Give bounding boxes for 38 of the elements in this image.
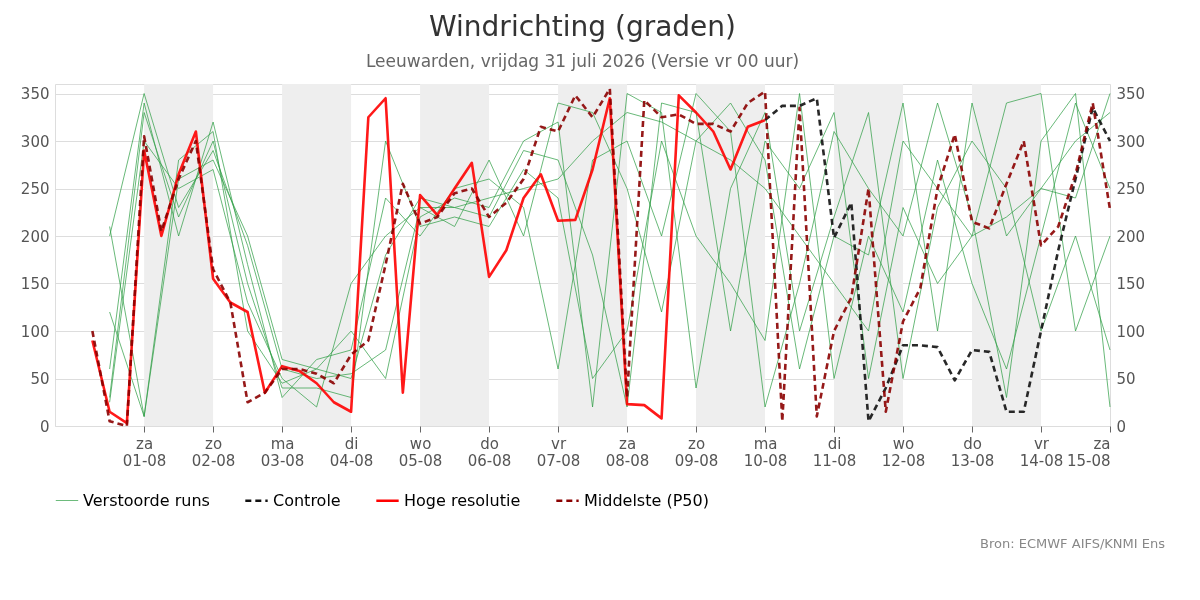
y-tick-label: 150 [20,275,50,293]
x-tick-label: di 11-08 [812,434,857,470]
x-tick-label: za 08-08 [605,434,650,470]
x-tick-label: vr 07-08 [536,434,581,470]
y2-tick-label: 100 [1116,322,1146,341]
x-tick-label: do 13-08 [950,434,995,470]
y-tick-label: 100 [20,322,50,341]
y-tick-label: 0 [39,417,50,436]
y-tick-label: 200 [20,227,50,246]
x-tick-label: za 01-08 [122,434,167,470]
legend-label: Controle [273,490,341,510]
chart-subtitle: Leeuwarden, vrijdag 31 juli 2026 (Versie vr 00 uur) [365,51,800,71]
x-tick-label: wo 12-08 [881,434,926,470]
x-tick-label: wo 05-08 [398,434,443,470]
y-tick-label: 300 [20,132,50,151]
y-tick-label: 350 [20,85,50,103]
y2-tick-label: 350 [1116,85,1146,103]
y2-tick-label: 300 [1116,132,1146,151]
x-tick-label: ma 10-08 [743,434,788,470]
x-tick-label: zo 09-08 [674,434,719,470]
y2-tick-label: 200 [1116,227,1146,246]
legend-label: Verstoorde runs [83,490,210,510]
y-tick-label: 250 [20,180,50,198]
x-tick-label: zo 02-08 [191,434,236,470]
legend-label: Hoge resolutie [404,490,521,510]
x-tick-label: di 04-08 [329,434,374,470]
x-tick-label: za 15-08 [1066,434,1111,470]
chart-title: Windrichting (graden) [428,10,737,43]
y2-tick-label: 0 [1116,417,1127,436]
x-tick-label: do 06-08 [467,434,512,470]
y2-tick-label: 150 [1116,275,1146,293]
legend-label: Middelste (P50) [584,490,709,510]
y2-tick-label: 250 [1116,180,1146,198]
text: Bron: ECMWF AIFS/KNMI Ens [980,536,1166,551]
y-tick-label: 50 [30,370,50,388]
y2-tick-label: 50 [1116,370,1136,388]
x-tick-label: vr 14-08 [1019,434,1064,470]
x-tick-label: ma 03-08 [260,434,305,470]
